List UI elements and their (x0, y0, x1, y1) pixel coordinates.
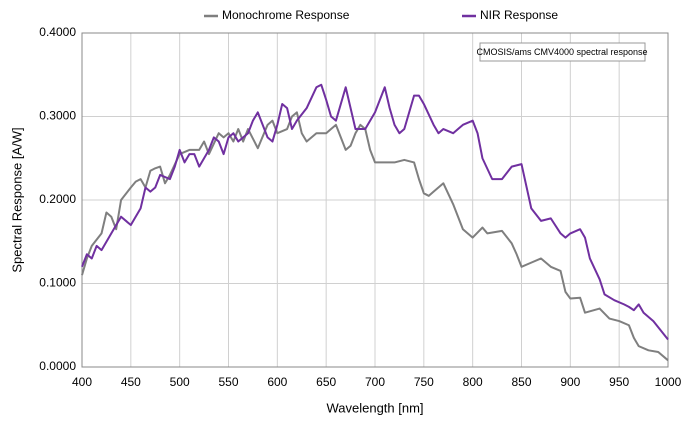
annotation: CMOSIS/ams CMV4000 spectral response (476, 47, 647, 57)
x-tick-label: 500 (170, 375, 190, 389)
x-tick-label: 550 (218, 375, 238, 389)
x-tick-label: 900 (560, 375, 580, 389)
x-tick-label: 1000 (655, 375, 682, 389)
x-tick-label: 750 (414, 375, 434, 389)
x-tick-label: 650 (316, 375, 336, 389)
legend-label: NIR Response (480, 8, 558, 22)
x-tick-label: 700 (365, 375, 385, 389)
x-tick-label: 450 (121, 375, 141, 389)
legend-label: Monochrome Response (222, 8, 350, 22)
x-tick-label: 400 (72, 375, 92, 389)
y-tick-label: 0.1000 (39, 276, 76, 290)
series-line (81, 111, 669, 362)
annotation-box (479, 42, 646, 62)
y-tick-label: 0.2000 (39, 192, 76, 206)
x-tick-label: 950 (609, 375, 629, 389)
x-tick-label: 600 (267, 375, 287, 389)
y-tick-label: 0.4000 (39, 25, 76, 39)
plot-border (81, 32, 669, 368)
x-tick-label: 800 (463, 375, 483, 389)
y-axis-title: Spectral Response [A/W] (9, 127, 24, 272)
x-tick-label: 850 (511, 375, 531, 389)
plot (81, 32, 669, 368)
x-axis-title: Wavelength [nm] (326, 400, 423, 415)
y-tick-label: 0.3000 (39, 109, 76, 123)
y-tick-label: 0.0000 (39, 359, 76, 373)
series-line (81, 83, 669, 341)
